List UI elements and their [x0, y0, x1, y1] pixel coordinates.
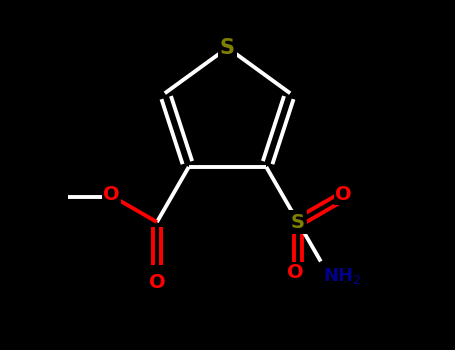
Text: S: S	[220, 38, 235, 58]
Text: O: O	[149, 273, 165, 292]
Text: S: S	[291, 212, 305, 232]
Text: O: O	[288, 262, 304, 281]
Text: O: O	[335, 185, 352, 204]
Text: O: O	[103, 185, 120, 204]
Text: NH$_2$: NH$_2$	[323, 266, 362, 286]
